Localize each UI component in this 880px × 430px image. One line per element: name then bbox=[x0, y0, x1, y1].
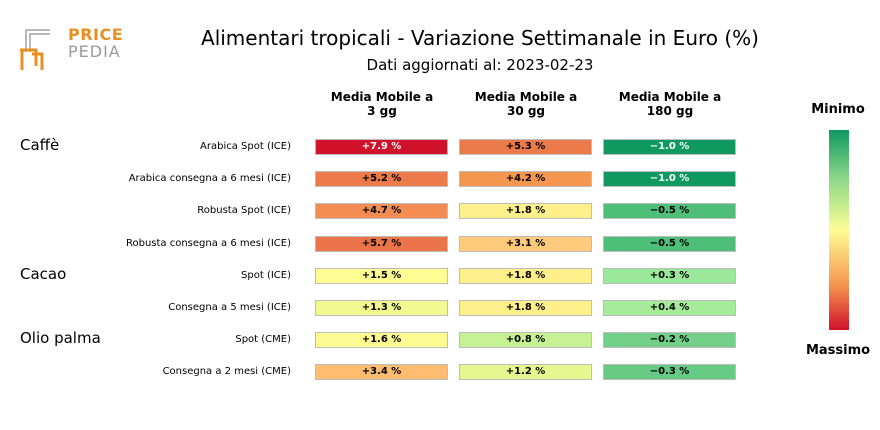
heatmap-cell: +1.3 % bbox=[315, 300, 448, 316]
row-label: Spot (ICE) bbox=[241, 270, 291, 281]
row-label: Robusta Spot (ICE) bbox=[197, 205, 291, 216]
heatmap-cell: −0.3 % bbox=[603, 364, 736, 380]
column-header-line: 180 gg bbox=[646, 104, 694, 118]
logo-line-pedia: PEDIA bbox=[68, 42, 121, 61]
colorbar-bottom-label: Massimo bbox=[805, 343, 871, 358]
heatmap-cell: −0.5 % bbox=[603, 236, 736, 252]
logo-line-price: PRICE bbox=[68, 25, 124, 44]
heatmap-cell: +1.8 % bbox=[459, 268, 592, 284]
colorbar-top-label: Minimo bbox=[811, 102, 865, 117]
row-label: Consegna a 2 mesi (CME) bbox=[162, 366, 291, 377]
column-header-2: Media Mobile a 30 gg bbox=[456, 90, 596, 118]
chart-subtitle: Dati aggiornati al: 2023-02-23 bbox=[366, 56, 594, 74]
row-label: Arabica consegna a 6 mesi (ICE) bbox=[128, 173, 291, 184]
heatmap-cell: +1.8 % bbox=[459, 300, 592, 316]
heatmap-cell: −0.5 % bbox=[603, 203, 736, 219]
heatmap-cell: +1.8 % bbox=[459, 203, 592, 219]
column-header-3: Media Mobile a 180 gg bbox=[600, 90, 740, 118]
heatmap-cell: +4.7 % bbox=[315, 203, 448, 219]
heatmap-cell: +5.3 % bbox=[459, 139, 592, 155]
heatmap-cell: +5.2 % bbox=[315, 171, 448, 187]
heatmap-cell: +1.5 % bbox=[315, 268, 448, 284]
column-header-line: 3 gg bbox=[367, 104, 397, 118]
heatmap-cell: −0.2 % bbox=[603, 332, 736, 348]
group-label: Olio palma bbox=[20, 329, 101, 347]
logo-text: PRICE PEDIA bbox=[68, 26, 123, 60]
heatmap-cell: +4.2 % bbox=[459, 171, 592, 187]
heatmap-cell: +5.7 % bbox=[315, 236, 448, 252]
column-header-line: 30 gg bbox=[506, 104, 546, 118]
row-label: Consegna a 5 mesi (ICE) bbox=[168, 302, 291, 313]
heatmap-cell: +0.8 % bbox=[459, 332, 592, 348]
row-label: Spot (CME) bbox=[235, 334, 291, 345]
column-header-line: Media Mobile a bbox=[474, 90, 578, 104]
heatmap-cell: +1.2 % bbox=[459, 364, 592, 380]
column-header-line: Media Mobile a bbox=[618, 90, 722, 104]
group-label: Cacao bbox=[20, 265, 67, 283]
column-header-line: Media Mobile a bbox=[330, 90, 434, 104]
heatmap-cell: +1.6 % bbox=[315, 332, 448, 348]
pricepedia-logo bbox=[20, 29, 50, 70]
heatmap-cell: +3.4 % bbox=[315, 364, 448, 380]
heatmap-cell: +7.9 % bbox=[315, 139, 448, 155]
heatmap-cell: −1.0 % bbox=[603, 171, 736, 187]
colorbar bbox=[829, 130, 849, 330]
row-label: Robusta consegna a 6 mesi (ICE) bbox=[125, 238, 291, 249]
row-label: Arabica Spot (ICE) bbox=[200, 141, 291, 152]
group-label: Caffè bbox=[20, 136, 60, 154]
chart-title: Alimentari tropicali - Variazione Settim… bbox=[201, 26, 759, 50]
heatmap-cell: +0.4 % bbox=[603, 300, 736, 316]
heatmap-cell: +0.3 % bbox=[603, 268, 736, 284]
heatmap-cell: −1.0 % bbox=[603, 139, 736, 155]
heatmap-cell: +3.1 % bbox=[459, 236, 592, 252]
